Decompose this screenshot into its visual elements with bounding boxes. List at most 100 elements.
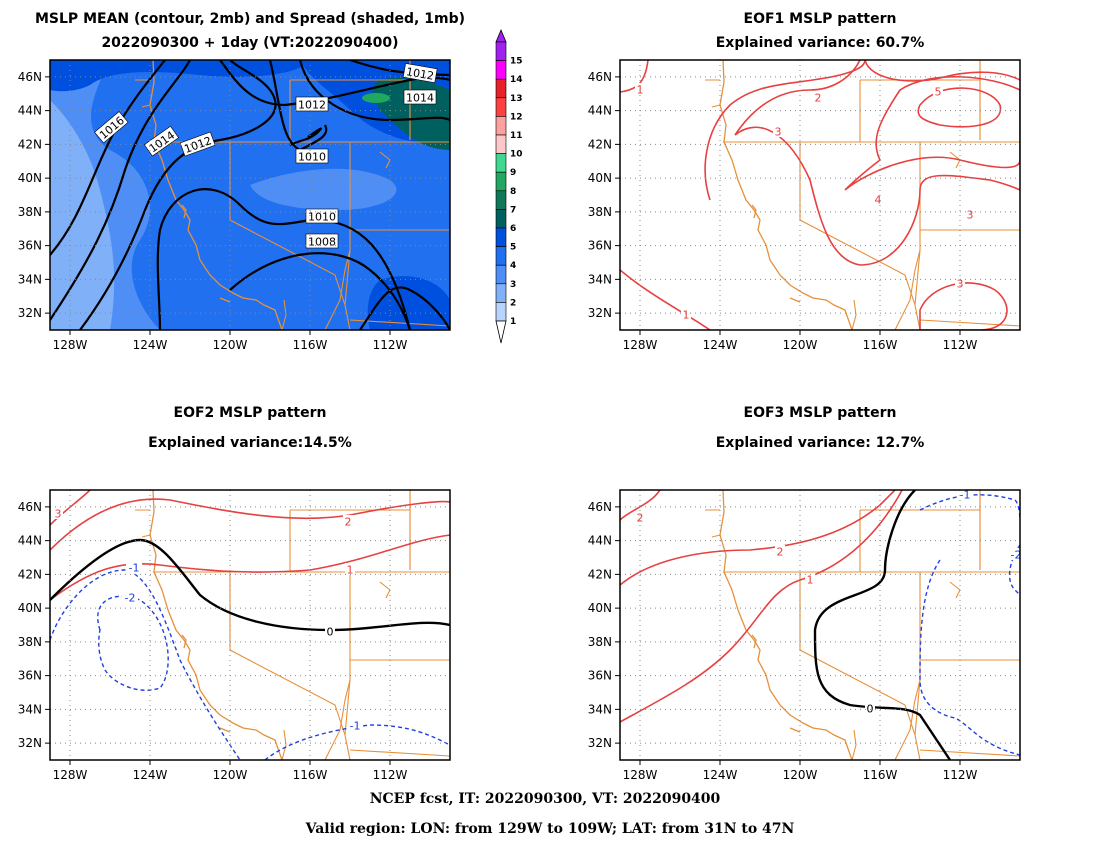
eof1-contour-5 (917, 87, 1002, 128)
isobar-1010 (289, 127, 322, 146)
lat-tick-label: 40N (588, 171, 612, 185)
contour-label-text: 1 (807, 574, 814, 587)
contour-label: 4 (873, 193, 883, 207)
colorbar-label: 2 (510, 298, 516, 308)
lon-tick-label: 116W (863, 768, 898, 782)
colorbar-swatch (495, 264, 507, 285)
map-content: 2 2 1 0 -1 -2 (620, 490, 1020, 760)
lon-tick-label: 124W (703, 768, 738, 782)
colorbar-label: 8 (510, 187, 516, 197)
contour-label-box (305, 233, 339, 249)
contour-label: 5 (933, 85, 943, 99)
spread-shade-level-4 (184, 255, 343, 330)
contour-label: -1 (957, 490, 973, 502)
lat-tick-label: 34N (18, 702, 42, 716)
coast-inlets (705, 79, 721, 108)
contour-label-text: 2 (815, 92, 822, 105)
colorbar-swatch (495, 60, 507, 80)
state-border (894, 679, 921, 760)
contour-label: 1 (681, 308, 691, 322)
colorbar-swatch (495, 227, 507, 247)
lat-tick-label: 44N (588, 104, 612, 118)
lon-tick-label: 120W (783, 338, 818, 352)
gridlines (620, 490, 1020, 760)
panel-title-line: EOF2 MSLP pattern (174, 405, 327, 421)
contour-label: 1010 (295, 148, 329, 164)
map-frame (619, 489, 1021, 761)
footer-forecast-info: NCEP fcst, IT: 2022090300, VT: 202209040… (370, 791, 721, 807)
contour-label-text: 2 (345, 516, 352, 529)
eof2-contour-0 (50, 538, 450, 632)
contour-label-text: 2 (637, 512, 644, 525)
contour-label-text: 1012 (405, 65, 435, 83)
lat-tick-label: 32N (588, 736, 612, 750)
lat-tick-label: 44N (588, 534, 612, 548)
lon-tick-label: 128W (53, 338, 88, 352)
eof2-contour-1 (50, 534, 450, 601)
coastline (719, 60, 853, 330)
colorbar-label: 4 (510, 261, 516, 271)
panel-subtitle-line: 2022090300 + 1day (VT:2022090400) (101, 35, 398, 51)
lat-tick-label: 40N (18, 601, 42, 615)
eof3-contour-0 (813, 490, 951, 760)
figure-footer: NCEP fcst, IT: 2022090300, VT: 202209040… (305, 791, 795, 837)
contour-label-bg (873, 193, 883, 205)
lat-tick-label: 46N (588, 70, 612, 84)
contour-label: 1 (805, 573, 815, 587)
lon-tick-label: 112W (943, 338, 978, 352)
contour-label-text: -2 (125, 592, 136, 605)
contour-label-text: 1010 (298, 151, 326, 164)
eof2-contour-3 (50, 490, 91, 526)
state-border (229, 142, 351, 330)
coast-inlets (135, 79, 151, 108)
panel-title-line: EOF1 MSLP pattern (744, 11, 897, 27)
contour-label: -1 (347, 719, 363, 733)
colorbar-label: 13 (510, 94, 523, 104)
lon-tick-label: 116W (293, 338, 328, 352)
gridlines (50, 60, 450, 330)
colorbar-swatch (495, 302, 507, 322)
lat-tick-label: 44N (18, 104, 42, 118)
state-border (914, 142, 921, 306)
colorbar-swatch (495, 78, 507, 99)
lat-tick-label: 38N (18, 635, 42, 649)
state-border (344, 572, 351, 736)
map-area: 2 2 1 0 -1 -2 46N 44N 42N 40N 38N 36N 34N 32N 128W 124W… (588, 489, 1021, 782)
map-frame (49, 489, 451, 761)
panel-title: EOF1 MSLP pattern Explained variance: 60.… (716, 11, 925, 51)
lat-tick-label: 40N (18, 171, 42, 185)
spread-shade-level-8 (362, 93, 390, 103)
colorbar-label: 14 (510, 75, 523, 85)
colorbar-swatch (495, 171, 507, 192)
contour-label: -1 (126, 561, 142, 575)
contour-label: 2 (635, 511, 645, 525)
map-panel-eof1: EOF1 MSLP pattern Explained variance: 60.… (588, 11, 1021, 352)
eof2-contour--1 (264, 724, 450, 760)
map-area: 1234533146N44N42N40N38N36N34N32N128W124W… (588, 59, 1021, 352)
lat-tick-label: 34N (588, 272, 612, 286)
map-area: 3 2 1 0 -1 -2 -1 46N 44N 42N 40N 38N 36N 34N 32N 128W 12… (18, 489, 451, 782)
lat-tick-label: 42N (18, 137, 42, 151)
gridlines (50, 490, 450, 760)
contour-label: 2 (813, 91, 823, 105)
contour-label-text: -1 (350, 720, 361, 733)
gulf-coast (281, 299, 287, 330)
contour-label-text: 2 (777, 546, 784, 559)
axis-ticks: 46N 44N 42N 40N 38N 36N 34N 32N 128W 124W 120W 116W… (18, 500, 408, 782)
map-frame (49, 59, 451, 331)
eof1-contour-3 (734, 60, 861, 136)
contour-label-box (295, 148, 329, 164)
contour-label: 2 (343, 515, 353, 529)
state-border (919, 749, 1020, 757)
state-border (324, 679, 351, 760)
contour-label-text: 1012 (298, 99, 326, 112)
gridlines (620, 60, 1020, 330)
lon-tick-label: 112W (373, 768, 408, 782)
state-border (229, 572, 351, 760)
isobar-1014 (50, 60, 191, 321)
colorbar-bottom-arrow (495, 320, 507, 344)
colorbar-label: 11 (510, 131, 523, 141)
contour-label-text: 3 (967, 209, 974, 222)
contour-label-box (402, 62, 438, 84)
axis-ticks: 46N 44N 42N 40N 38N 36N 34N 32N 128W 124W 120W 116W… (588, 70, 978, 352)
